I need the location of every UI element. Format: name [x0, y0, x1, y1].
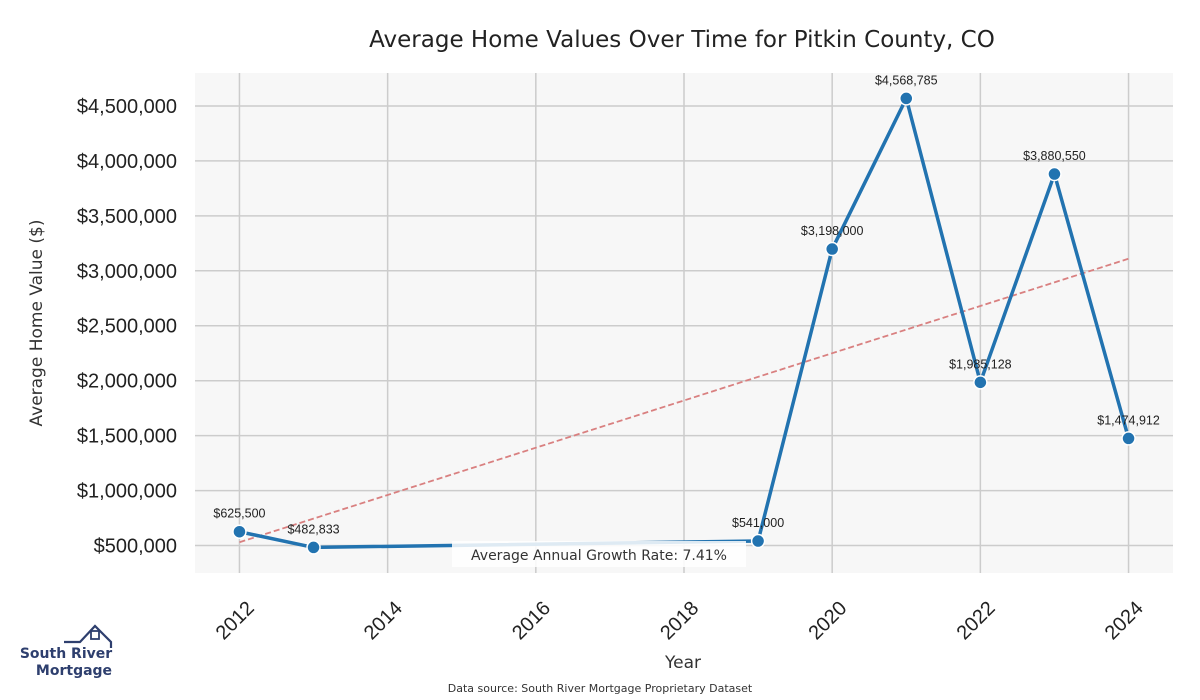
- data-point: [899, 91, 914, 106]
- x-tick-label: 2012: [212, 597, 259, 644]
- y-tick-label: $2,000,000: [77, 371, 177, 393]
- data-point: [973, 375, 988, 390]
- data-label: $3,880,550: [1023, 149, 1086, 163]
- x-tick-label: 2016: [508, 597, 555, 644]
- data-point: [306, 540, 321, 555]
- company-logo: South River Mortgage: [20, 624, 113, 679]
- y-tick-label: $3,500,000: [77, 206, 177, 228]
- growth-rate-annotation: Average Annual Growth Rate: 7.41%: [471, 548, 727, 564]
- y-tick-label: $1,000,000: [77, 481, 177, 503]
- data-label: $4,568,785: [875, 73, 938, 87]
- data-point: [232, 524, 247, 539]
- data-point: [750, 533, 766, 549]
- data-point: [1121, 431, 1136, 446]
- x-tick-label: 2024: [1101, 597, 1148, 644]
- growth-rate-annotation-box: [452, 541, 746, 567]
- series-line: [239, 96, 1131, 550]
- y-tick-label: $1,500,000: [77, 426, 177, 448]
- data-label: $1,985,128: [949, 357, 1012, 371]
- house-window-icon: [90, 630, 100, 640]
- data-source-note: Data source: South River Mortgage Propri…: [448, 682, 753, 695]
- y-tick-label: $4,500,000: [77, 96, 177, 118]
- data-label: $3,198,000: [801, 224, 864, 238]
- y-tick-label: $2,500,000: [77, 316, 177, 338]
- data-label: $625,500: [213, 507, 265, 521]
- data-point: [824, 241, 840, 257]
- logo-line1: South River: [20, 646, 112, 662]
- trend-line: [239, 257, 1129, 544]
- x-axis-label: Year: [664, 653, 701, 673]
- data-label: $541,000: [732, 516, 784, 530]
- x-tick-label: 2020: [804, 597, 851, 644]
- y-axis-label: Average Home Value ($): [27, 220, 47, 427]
- data-label: $482,833: [287, 522, 339, 536]
- y-tick-label: $4,000,000: [77, 151, 177, 173]
- x-tick-label: 2022: [953, 597, 1000, 644]
- x-tick-label: 2014: [360, 597, 407, 644]
- y-tick-label: $500,000: [94, 536, 177, 558]
- data-label: $1,474,912: [1097, 413, 1160, 427]
- chart-title: Average Home Values Over Time for Pitkin…: [369, 27, 995, 53]
- x-tick-label: 2018: [656, 597, 703, 644]
- data-point: [1047, 166, 1062, 182]
- y-tick-label: $3,000,000: [77, 261, 177, 283]
- house-roof-icon: [64, 624, 113, 648]
- logo-line2: Mortgage: [36, 663, 112, 679]
